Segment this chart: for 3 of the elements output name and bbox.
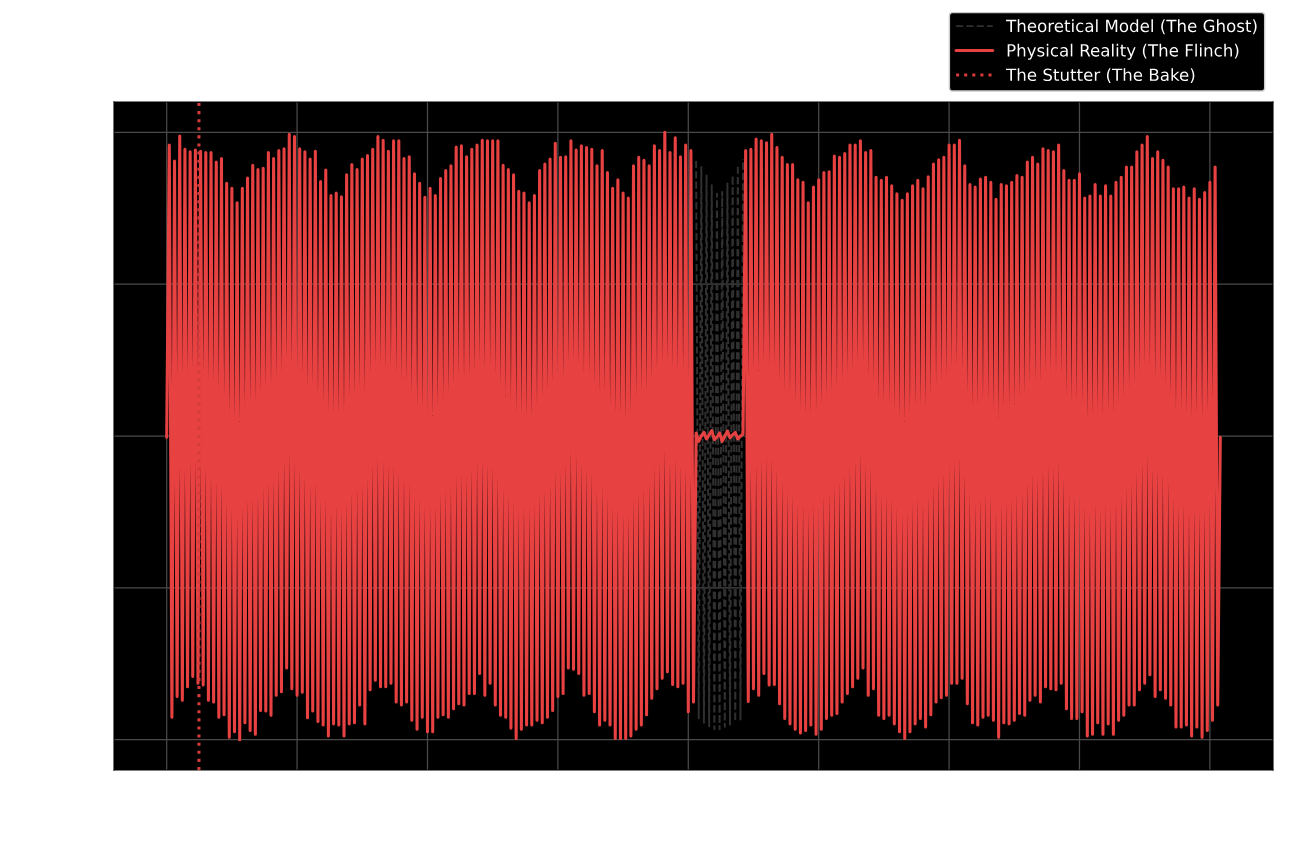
text: The Stutter (The Bake) [1006,68,1195,84]
legend-label: Theoretical Model (The Ghost) [1006,19,1257,35]
legend-label: Physical Reality (The Flinch) [1007,43,1239,60]
